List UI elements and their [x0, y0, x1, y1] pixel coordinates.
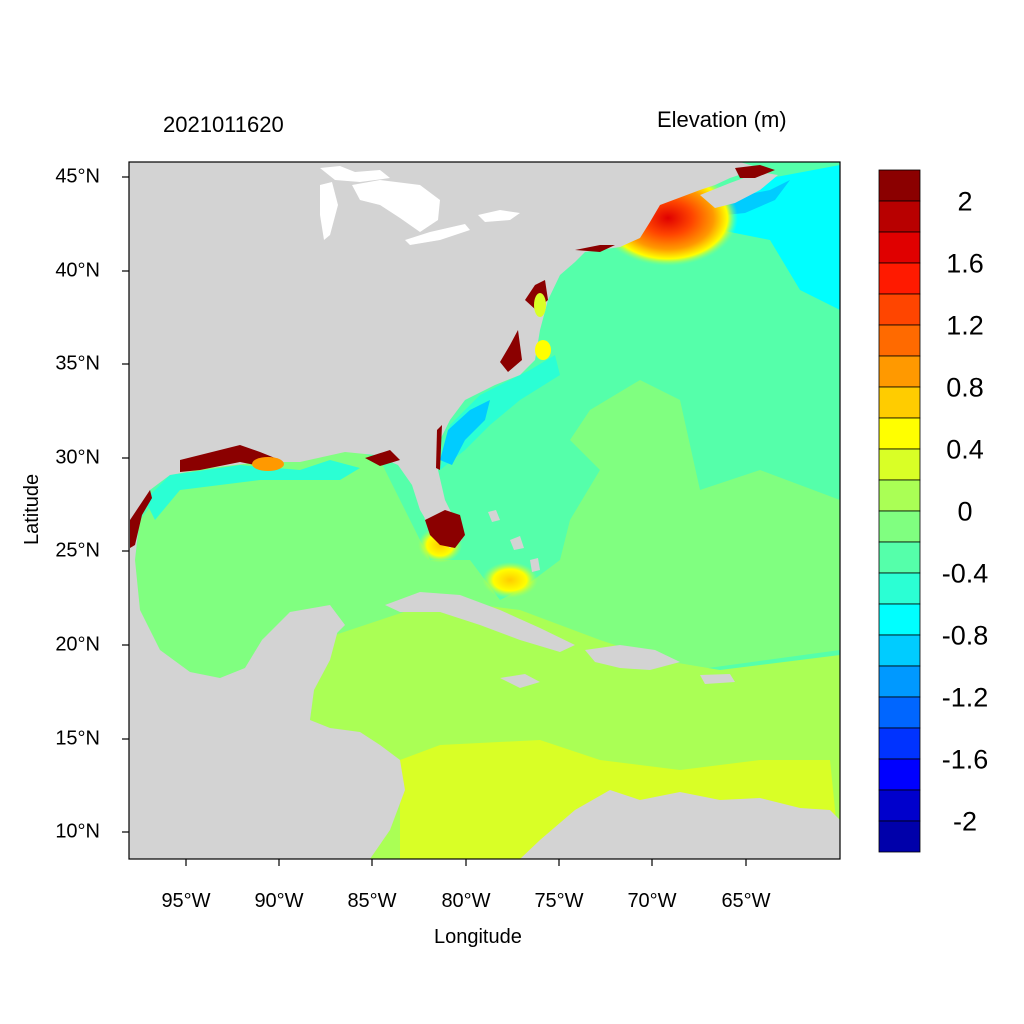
- surge-texas: [130, 490, 152, 548]
- plot-frame: [128, 161, 841, 860]
- colorbar-swatch: [878, 417, 921, 450]
- lake-michigan: [320, 182, 338, 240]
- y-tick-label: 15°N: [55, 727, 100, 750]
- colorbar-tick-label: 2: [957, 186, 973, 217]
- y-tick-label: 25°N: [55, 539, 100, 562]
- colorbar-swatch: [878, 169, 921, 202]
- colorbar-tick-label: 0: [957, 496, 973, 527]
- land-bahamas: [488, 510, 540, 572]
- colorbar-tick-label: 1.2: [946, 310, 984, 341]
- colorbar-swatch: [878, 634, 921, 667]
- lake-huron: [352, 180, 440, 232]
- x-tick-label: 65°W: [721, 890, 771, 912]
- surge-south-florida: [425, 510, 465, 548]
- surge-big-bend: [365, 450, 400, 466]
- surge-long-island: [575, 245, 615, 252]
- y-tick-label: 45°N: [55, 165, 100, 188]
- ocean-negative-gulf-north: [145, 460, 360, 520]
- ocean-negative-carolina: [440, 355, 560, 470]
- land-jamaica: [500, 674, 540, 688]
- colorbar-tick-label: 1.6: [946, 248, 984, 279]
- colorbar-swatch: [878, 262, 921, 295]
- ocean-negative-northeast-deep: [722, 180, 790, 215]
- y-tick-marks: [122, 176, 129, 833]
- x-tick-label: 85°W: [347, 890, 397, 912]
- surge-pamlico: [535, 340, 551, 360]
- colorbar-swatch: [878, 355, 921, 388]
- y-tick-label: 30°N: [55, 446, 100, 469]
- surge-bay-of-fundy: [735, 165, 775, 178]
- x-tick-label: 90°W: [254, 890, 304, 912]
- colorbar-tick-label: -1.2: [941, 682, 989, 713]
- y-tick-label: 35°N: [55, 352, 100, 375]
- colorbar-swatch: [878, 324, 921, 357]
- lake-erie: [405, 224, 470, 245]
- colorbar-tick-label: -0.8: [941, 620, 989, 651]
- land-south-america: [520, 790, 840, 859]
- colorbar-swatch: [878, 386, 921, 419]
- y-tick-label: 40°N: [55, 259, 100, 282]
- x-axis-label: Longitude: [434, 926, 522, 948]
- great-lakes: [320, 166, 520, 245]
- land-hispaniola: [585, 645, 680, 670]
- timestamp-label: 2021011620: [163, 112, 284, 137]
- surge-bahamas: [482, 562, 538, 598]
- x-tick-label: 80°W: [441, 890, 491, 912]
- colorbar-swatch: [878, 448, 921, 481]
- lake-ontario: [478, 210, 520, 222]
- land-puerto-rico: [700, 674, 735, 684]
- colorbar-swatch: [878, 572, 921, 605]
- colorbar-swatch: [878, 727, 921, 760]
- surge-east-florida: [436, 425, 442, 470]
- surge-louisiana: [180, 445, 280, 472]
- y-axis-label: Latitude: [21, 473, 43, 545]
- y-tick-label: 10°N: [55, 820, 100, 843]
- colorbar-tick-label: -1.6: [941, 744, 989, 775]
- colorbar-tick-label: -0.4: [941, 558, 989, 589]
- colorbar-swatch: [878, 820, 921, 853]
- land-cuba: [385, 592, 575, 652]
- colorbar-swatch: [878, 200, 921, 233]
- x-tick-label: 95°W: [161, 890, 211, 912]
- colorbar-swatch: [878, 696, 921, 729]
- surge-carolinas: [500, 330, 522, 372]
- surge-mississippi-delta: [252, 457, 284, 471]
- colorbar-swatch: [878, 541, 921, 574]
- colorbar-swatch: [878, 479, 921, 512]
- variable-title: Elevation (m): [657, 107, 787, 132]
- colorbar-tick-label: 0.4: [946, 434, 984, 465]
- surge-delaware: [534, 293, 546, 317]
- colorbar-swatch: [878, 293, 921, 326]
- x-tick-label: 70°W: [627, 890, 677, 912]
- colorbar-swatch: [878, 231, 921, 264]
- colorbar-swatch: [878, 510, 921, 543]
- colorbar-swatch: [878, 758, 921, 791]
- lake-superior: [320, 166, 390, 182]
- colorbar-tick-label: 0.8: [946, 372, 984, 403]
- x-tick-marks: [185, 859, 747, 866]
- map-area: [129, 162, 840, 859]
- y-tick-label: 20°N: [55, 633, 100, 656]
- colorbar-swatch: [878, 603, 921, 636]
- x-tick-label: 75°W: [534, 890, 584, 912]
- colorbar-swatch: [878, 789, 921, 822]
- colorbar-tick-label: -2: [952, 806, 977, 837]
- land-nova-scotia: [700, 172, 778, 208]
- land-yucatan: [262, 605, 345, 650]
- ocean-negative-georgia: [440, 400, 490, 465]
- colorbar: [878, 169, 921, 853]
- colorbar-swatch: [878, 665, 921, 698]
